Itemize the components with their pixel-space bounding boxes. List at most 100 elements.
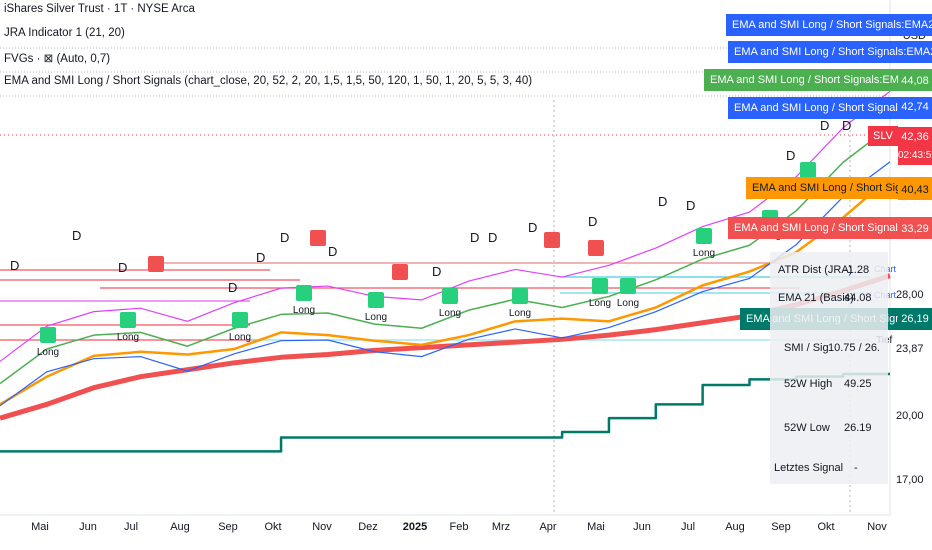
long-signal-box-5 [442,288,458,304]
info-label-atr-dist: ATR Dist (JRA) [778,264,853,276]
long-signal-box-1 [120,312,136,328]
long-signal-label-3: Long [293,305,315,316]
y-tick-2387: 23,87 [896,343,924,355]
ticker-label: SLV [868,126,898,146]
chart-title: iShares Silver Trust · 1T · NYSE Arca [4,3,195,15]
series-ema21-band-lower [0,161,891,407]
short-signal-box-2 [392,264,408,280]
divergence-d-8: D [470,230,479,245]
info-value-smi-sig: 10.75 / 26. [828,342,880,354]
x-tick-jul: Jul [123,521,139,533]
info-value-52w-low: 26.19 [844,422,872,434]
long-signal-box-0 [40,327,56,343]
divergence-d-13: D [686,198,695,213]
label-ema21-kanalmitte: EMA and SMI Long / Short Signals:EMA 21 … [704,69,932,91]
long-signal-box-2 [232,312,248,328]
y-tick-17: 17,00 [896,474,924,486]
price-label-52w-low: 26,19 [898,309,932,329]
indicator-legend-ema-smi[interactable]: EMA and SMI Long / Short Signals (chart_… [4,75,533,87]
price-label-last: 42,36 [898,127,932,147]
info-value-52w-high: 49.25 [844,378,872,390]
info-label-smi-sig: SMI / Sig [784,342,829,354]
divergence-d-11: D [588,214,597,229]
short-signal-box-0 [148,256,164,272]
long-signal-box-8 [620,278,636,294]
info-value-last-signal: - [854,462,858,474]
short-signal-box-1 [310,230,326,246]
info-value-ema21: 44.08 [844,292,872,304]
long-signal-label-5: Long [439,308,461,319]
info-value-atr-dist: -1.28 [844,264,870,276]
x-tick-jun-2025: Jun [633,521,651,533]
long-signal-box-9 [696,228,712,244]
long-signal-box-4 [368,292,384,308]
x-tick-mai: Mai [31,521,49,533]
x-tick-jul-2025: Jul [680,521,696,533]
long-signal-label-6: Long [509,308,531,319]
x-tick-okt-2025: Okt [817,521,835,533]
series-52w-low-line [0,372,890,453]
label-sma50: EMA and SMI Long / Short Signals:SMA 50 [746,177,932,199]
indicator-legend-jra[interactable]: JRA Indicator 1 (21, 20) [4,27,125,39]
x-tick-jun: Jun [79,521,97,533]
divergence-d-3: D [228,280,237,295]
info-label-last-signal: Letztes Signal [774,462,844,474]
info-label-52w-low: 52W Low [784,422,830,434]
divergence-d-4: D [256,250,265,265]
short-signal-box-4 [588,240,604,256]
long-signal-label-0: Long [37,347,59,358]
x-tick-aug-2025: Aug [725,521,745,533]
divergence-d-1: D [72,228,81,243]
long-signal-box-7 [592,278,608,294]
x-tick-mai-2025: Mai [587,521,605,533]
divergence-d-10: D [528,220,537,235]
divergence-d-5: D [280,230,289,245]
divergence-d-15: D [820,118,829,133]
short-signal-box-3 [544,232,560,248]
x-tick-sep-2025: Sep [771,521,791,533]
x-tick-feb: Feb [449,521,469,533]
price-label-ema21-atr: 42,74 [898,97,932,117]
divergence-d-14: D [786,148,795,163]
divergence-d-6: D [328,244,337,259]
divergence-d-7: D [432,264,441,279]
long-signal-box-3 [296,285,312,301]
divergence-d-16: D [842,118,851,133]
x-tick-aug: Aug [170,521,190,533]
x-tick-okt: Okt [264,521,282,533]
x-tick-apr: Apr [539,521,557,533]
x-tick-mrz: Mrz [491,521,511,533]
price-label-sma50: 40,43 [898,180,932,200]
x-tick-2025: 2025 [402,521,428,533]
price-label-ema21: 44,08 [898,71,932,91]
long-signal-box-6 [512,288,528,304]
y-tick-28: 28,00 [896,289,924,301]
indicator-legend-fvgs[interactable]: FVGs · ⊠ (Auto, 0,7) [4,53,111,65]
long-signal-label-2: Long [229,332,251,343]
long-signal-label-8: Long [617,298,639,309]
x-tick-nov-2025: Nov [867,521,887,533]
price-label-sma200: 33,29 [898,219,932,239]
divergence-d-12: D [658,194,667,209]
countdown-label: 02:43:59 [898,147,932,165]
divergence-d-0: D [10,258,19,273]
long-signal-label-7: Long [589,298,611,309]
label-sma200: EMA and SMI Long / Short Signals:SMA 200 [728,217,932,239]
series-ema-21-line [0,125,891,385]
info-label-ema21: EMA 21 (Basis) [778,292,854,304]
long-signal-label-1: Long [117,332,139,343]
info-label-52w-high: 52W High [784,378,833,390]
series-sma-50-line [0,176,891,406]
long-signal-label-9: Long [693,248,715,259]
x-tick-sep: Sep [218,521,238,533]
long-signal-box-11 [800,162,816,178]
long-signal-label-4: Long [365,312,387,323]
info-table: ATR Dist (JRA) -1.28 EMA 21 (Basis) 44.08 … [770,252,888,484]
y-tick-20: 20,00 [896,410,924,422]
x-tick-nov: Nov [312,521,332,533]
divergence-d-9: D [488,230,497,245]
